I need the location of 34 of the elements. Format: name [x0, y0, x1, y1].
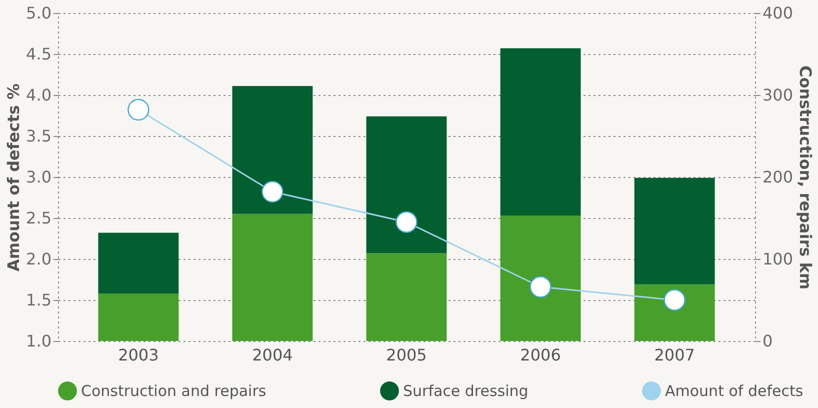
y-tick-label: 3.5 [26, 126, 52, 146]
y-tick-label: 2.5 [26, 208, 52, 228]
y-axis-title: Amount of defects % [4, 84, 24, 272]
bar [500, 216, 581, 341]
x-tick-label: 2004 [252, 346, 293, 364]
y2-tick-label: 200 [762, 168, 794, 186]
y-tick-label: 4.5 [26, 44, 52, 64]
legend-label: Construction and repairs [81, 382, 266, 400]
bar [366, 116, 447, 254]
bar [500, 48, 581, 216]
bar [232, 86, 313, 214]
y2-tick-label: 0 [762, 332, 773, 350]
x-tick-label: 2007 [654, 346, 695, 364]
bar [634, 178, 715, 284]
bar [366, 253, 447, 341]
x-tick-label: 2003 [118, 346, 159, 364]
y2-tick-label: 400 [762, 4, 794, 22]
bar [634, 284, 715, 341]
y-tick-label: 1.0 [26, 332, 52, 350]
y-tick-label: 2.0 [26, 250, 52, 268]
y2-tick-label: 300 [762, 86, 794, 104]
bar [232, 214, 313, 341]
legend-label: Surface dressing [403, 382, 528, 400]
bar [98, 232, 179, 294]
y-tick-label: 3.0 [26, 168, 52, 186]
bar [98, 293, 179, 341]
legend-label: Amount of defects [665, 382, 804, 400]
x-tick-label: 2006 [520, 346, 561, 364]
y-tick-label: 4.0 [26, 86, 52, 104]
y-tick-label: 5.0 [26, 4, 52, 22]
x-tick-label: 2005 [386, 346, 427, 364]
y2-axis-title: Construction, repairs km [796, 66, 816, 290]
y2-tick-label: 100 [762, 250, 794, 268]
y-tick-label: 1.5 [26, 290, 52, 310]
